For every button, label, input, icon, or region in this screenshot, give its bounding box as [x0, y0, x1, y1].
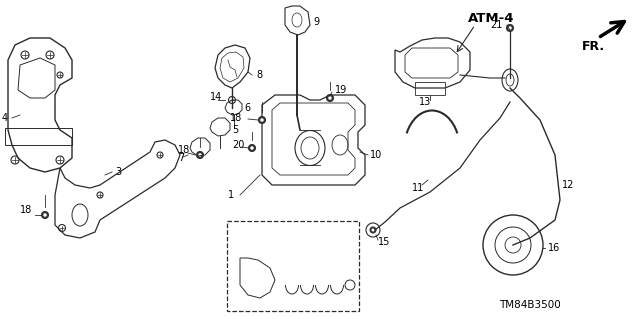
Text: 1: 1 [232, 231, 237, 240]
Circle shape [259, 116, 266, 123]
Circle shape [198, 153, 202, 157]
Text: 9: 9 [313, 17, 319, 27]
Text: TM84B3500: TM84B3500 [499, 300, 561, 310]
Text: 1: 1 [228, 190, 234, 200]
Circle shape [196, 152, 204, 159]
Text: 14: 14 [210, 92, 222, 102]
Circle shape [44, 213, 47, 217]
Text: ATM-4: ATM-4 [468, 11, 515, 25]
Text: 8: 8 [256, 70, 262, 80]
Text: FR.: FR. [582, 40, 605, 53]
Text: 10: 10 [370, 150, 382, 160]
Circle shape [260, 118, 264, 122]
Circle shape [506, 25, 513, 32]
Circle shape [250, 146, 253, 150]
Text: 6: 6 [244, 103, 250, 113]
Circle shape [42, 211, 49, 219]
Circle shape [326, 94, 333, 101]
Text: 2: 2 [232, 295, 238, 305]
Text: 17: 17 [332, 303, 344, 313]
Text: 3: 3 [115, 167, 121, 177]
Text: 4: 4 [2, 113, 8, 123]
Text: 15: 15 [378, 237, 390, 247]
Text: 13: 13 [419, 97, 431, 107]
Text: 11: 11 [412, 183, 424, 193]
Circle shape [339, 293, 342, 297]
Text: 18: 18 [230, 113, 242, 123]
Circle shape [371, 228, 374, 232]
Text: 20: 20 [232, 140, 244, 150]
Text: 7: 7 [178, 153, 184, 163]
Circle shape [248, 145, 255, 152]
Text: 5: 5 [232, 125, 238, 135]
Circle shape [328, 96, 332, 100]
Circle shape [370, 227, 376, 233]
Circle shape [337, 292, 344, 299]
Text: 18: 18 [178, 145, 190, 155]
Text: 19: 19 [335, 85, 348, 95]
Text: 18: 18 [20, 205, 32, 215]
Text: 21: 21 [490, 20, 502, 30]
Text: 12: 12 [562, 180, 574, 190]
Text: 16: 16 [548, 243, 560, 253]
FancyBboxPatch shape [227, 221, 359, 311]
Circle shape [508, 26, 512, 30]
